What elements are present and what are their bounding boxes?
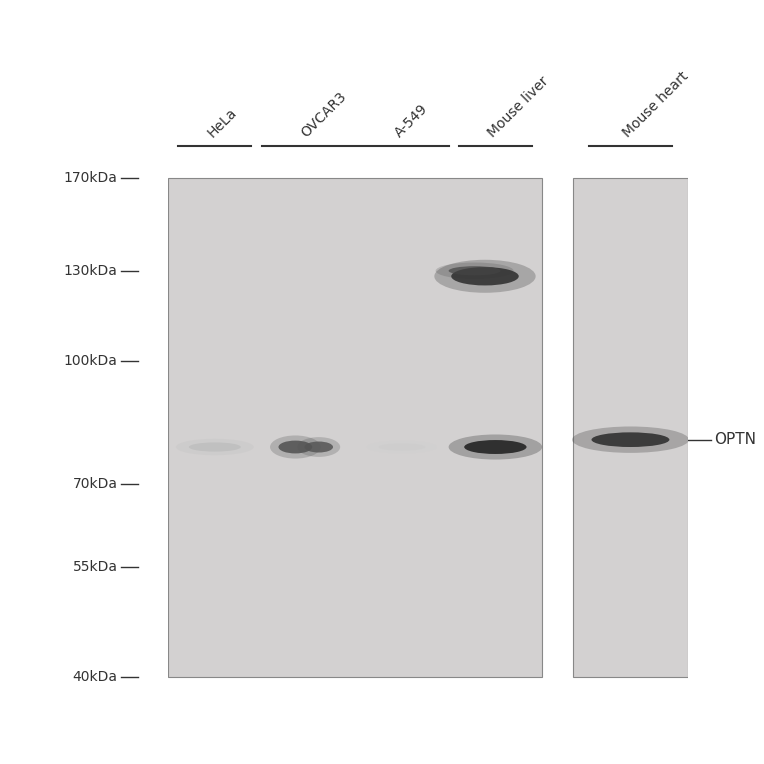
Text: 70kDa: 70kDa [73, 478, 118, 491]
Ellipse shape [270, 435, 321, 458]
Text: 40kDa: 40kDa [73, 670, 118, 685]
Text: 130kDa: 130kDa [63, 264, 118, 278]
Ellipse shape [279, 441, 312, 453]
Ellipse shape [465, 440, 526, 454]
Ellipse shape [189, 442, 241, 452]
Text: 170kDa: 170kDa [63, 171, 118, 186]
Text: Mouse liver: Mouse liver [485, 74, 552, 141]
Text: 100kDa: 100kDa [63, 354, 118, 368]
Ellipse shape [448, 266, 500, 275]
Ellipse shape [176, 439, 254, 455]
Ellipse shape [367, 440, 437, 454]
Ellipse shape [297, 437, 340, 457]
Text: 55kDa: 55kDa [73, 561, 118, 575]
Ellipse shape [591, 432, 669, 447]
Ellipse shape [378, 443, 426, 451]
Bar [168, 179, 542, 677]
Ellipse shape [572, 426, 689, 453]
Text: HeLa: HeLa [205, 105, 240, 141]
Text: OVCAR3: OVCAR3 [299, 89, 349, 141]
Ellipse shape [452, 267, 519, 286]
Text: OPTN: OPTN [714, 432, 756, 447]
Text: A-549: A-549 [392, 102, 430, 141]
Ellipse shape [448, 435, 542, 460]
Ellipse shape [435, 260, 536, 293]
Text: Mouse heart: Mouse heart [620, 70, 691, 141]
Ellipse shape [305, 442, 333, 452]
Ellipse shape [435, 263, 513, 279]
Bar [573, 179, 688, 677]
